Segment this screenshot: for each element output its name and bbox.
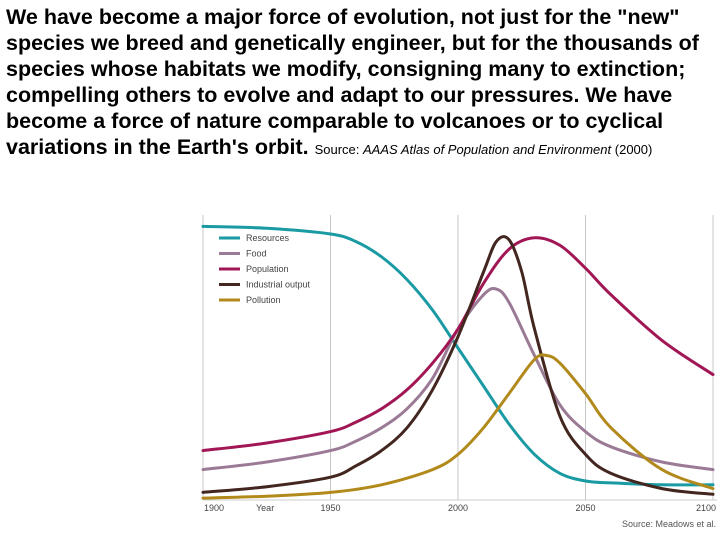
series-line-industrial-output — [201, 235, 715, 496]
legend-label-resources: Resources — [246, 233, 290, 243]
chart-legend: Resources Food Population Industrial output… — [219, 233, 311, 305]
x-tick-1900: 1900 — [204, 503, 224, 513]
legend-label-food: Food — [246, 249, 267, 259]
quote-source: Source: AAAS Atlas of Population and Env… — [315, 142, 653, 157]
legend-label-population: Population — [246, 264, 289, 274]
chart-credit: Source: Meadows et al. — [622, 519, 716, 529]
chart-x-axis: 1900 1950 2000 2050 2100 Year — [204, 503, 716, 513]
x-tick-2100: 2100 — [696, 503, 716, 513]
x-tick-2000: 2000 — [448, 503, 468, 513]
chart-series — [201, 224, 715, 500]
x-axis-label: Year — [256, 503, 274, 513]
x-tick-2050: 2050 — [575, 503, 595, 513]
x-tick-1950: 1950 — [320, 503, 340, 513]
quote-body: We have become a major force of evolutio… — [6, 5, 699, 159]
source-year: (2000) — [614, 142, 653, 157]
legend-label-pollution: Pollution — [246, 295, 281, 305]
quote-text: We have become a major force of evolutio… — [6, 4, 716, 163]
series-line-resources — [201, 224, 715, 487]
source-prefix: Source: — [314, 142, 360, 157]
series-line-food — [201, 287, 715, 472]
source-title: AAAS Atlas of Population and Environment — [363, 142, 612, 157]
series-line-pollution — [201, 353, 715, 500]
legend-label-industrial-output: Industrial output — [246, 280, 311, 290]
